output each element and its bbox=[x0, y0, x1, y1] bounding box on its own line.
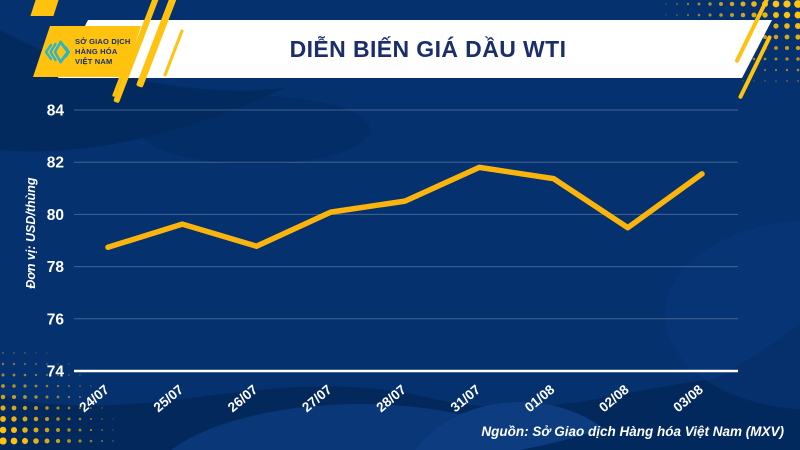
wave-shape bbox=[665, 220, 800, 410]
logo-line-2: HÀNG HÓA bbox=[75, 46, 118, 56]
y-tick-label: 82 bbox=[47, 155, 64, 172]
y-axis-unit-label: Đơn vị: USD/thùng bbox=[24, 177, 38, 289]
x-tick-label: 26/07 bbox=[225, 382, 261, 415]
x-tick-label: 03/08 bbox=[670, 382, 706, 416]
x-tick-label: 31/07 bbox=[448, 382, 484, 415]
y-tick-label: 78 bbox=[47, 259, 65, 276]
x-tick-label: 24/07 bbox=[76, 382, 112, 415]
x-tick-label: 25/07 bbox=[151, 382, 187, 415]
x-tick-label: 01/08 bbox=[522, 382, 558, 416]
logo-line-1: SỞ GIAO DỊCH bbox=[75, 36, 131, 46]
wti-price-line bbox=[105, 164, 705, 251]
y-tick-label: 76 bbox=[47, 311, 65, 328]
source-attribution: Nguồn: Sở Giao dịch Hàng hóa Việt Nam (M… bbox=[481, 424, 784, 439]
x-tick-label: 27/07 bbox=[299, 382, 335, 415]
x-tick-label: 02/08 bbox=[596, 382, 632, 416]
x-tick-label: 28/07 bbox=[373, 382, 409, 415]
y-tick-label: 84 bbox=[47, 103, 65, 120]
halftone-dots-bottom-left bbox=[0, 352, 114, 445]
mxv-chevrons-icon bbox=[44, 40, 70, 63]
wave-shape bbox=[520, 324, 800, 450]
wave-shape bbox=[140, 96, 370, 164]
y-tick-label: 74 bbox=[47, 364, 65, 381]
mxv-logo-text: SỞ GIAO DỊCH HÀNG HÓA VIỆT NAM bbox=[75, 37, 130, 67]
logo-line-3: VIỆT NAM bbox=[75, 56, 113, 66]
title-banner: DIỄN BIẾN GIÁ DẦU WTI bbox=[58, 20, 772, 78]
y-tick-label: 80 bbox=[47, 207, 64, 224]
wave-shape bbox=[0, 30, 285, 152]
chart-title: DIỄN BIẾN GIÁ DẦU WTI bbox=[289, 35, 567, 62]
